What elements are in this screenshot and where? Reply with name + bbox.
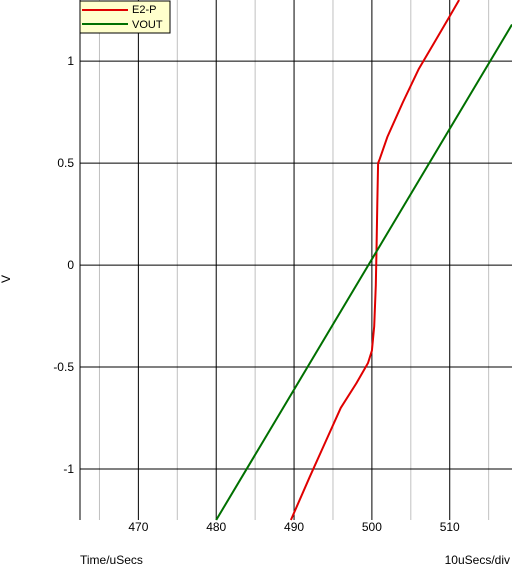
ticks-layer: 470 480 490 500 510 1 0.5 0 -0.5 -1 xyxy=(53,54,460,534)
series-line-e2-p xyxy=(289,0,460,521)
x-tick-label: 480 xyxy=(206,520,226,534)
legend-box xyxy=(79,0,171,34)
legend: E2-P VOUT xyxy=(79,0,171,34)
x-tick-label: 510 xyxy=(440,520,460,534)
series-line-vout xyxy=(215,23,512,521)
y-tick-label: 1 xyxy=(67,54,74,68)
y-tick-label: 0 xyxy=(67,258,74,272)
x-tick-label: 470 xyxy=(128,520,148,534)
y-axis-label: V xyxy=(0,275,13,283)
y-tick-label: -1 xyxy=(63,462,74,476)
legend-label-vout: VOUT xyxy=(132,19,163,31)
y-tick-label: 0.5 xyxy=(57,156,74,170)
x-tick-label: 500 xyxy=(362,520,382,534)
scale-label: 10uSecs/div xyxy=(445,553,510,567)
x-axis-label: Time/uSecs xyxy=(80,553,143,567)
series-layer xyxy=(215,0,512,521)
x-tick-label: 490 xyxy=(284,520,304,534)
y-tick-label: -0.5 xyxy=(53,360,74,374)
grid-layer xyxy=(79,0,512,520)
legend-label-e2p: E2-P xyxy=(132,4,156,16)
